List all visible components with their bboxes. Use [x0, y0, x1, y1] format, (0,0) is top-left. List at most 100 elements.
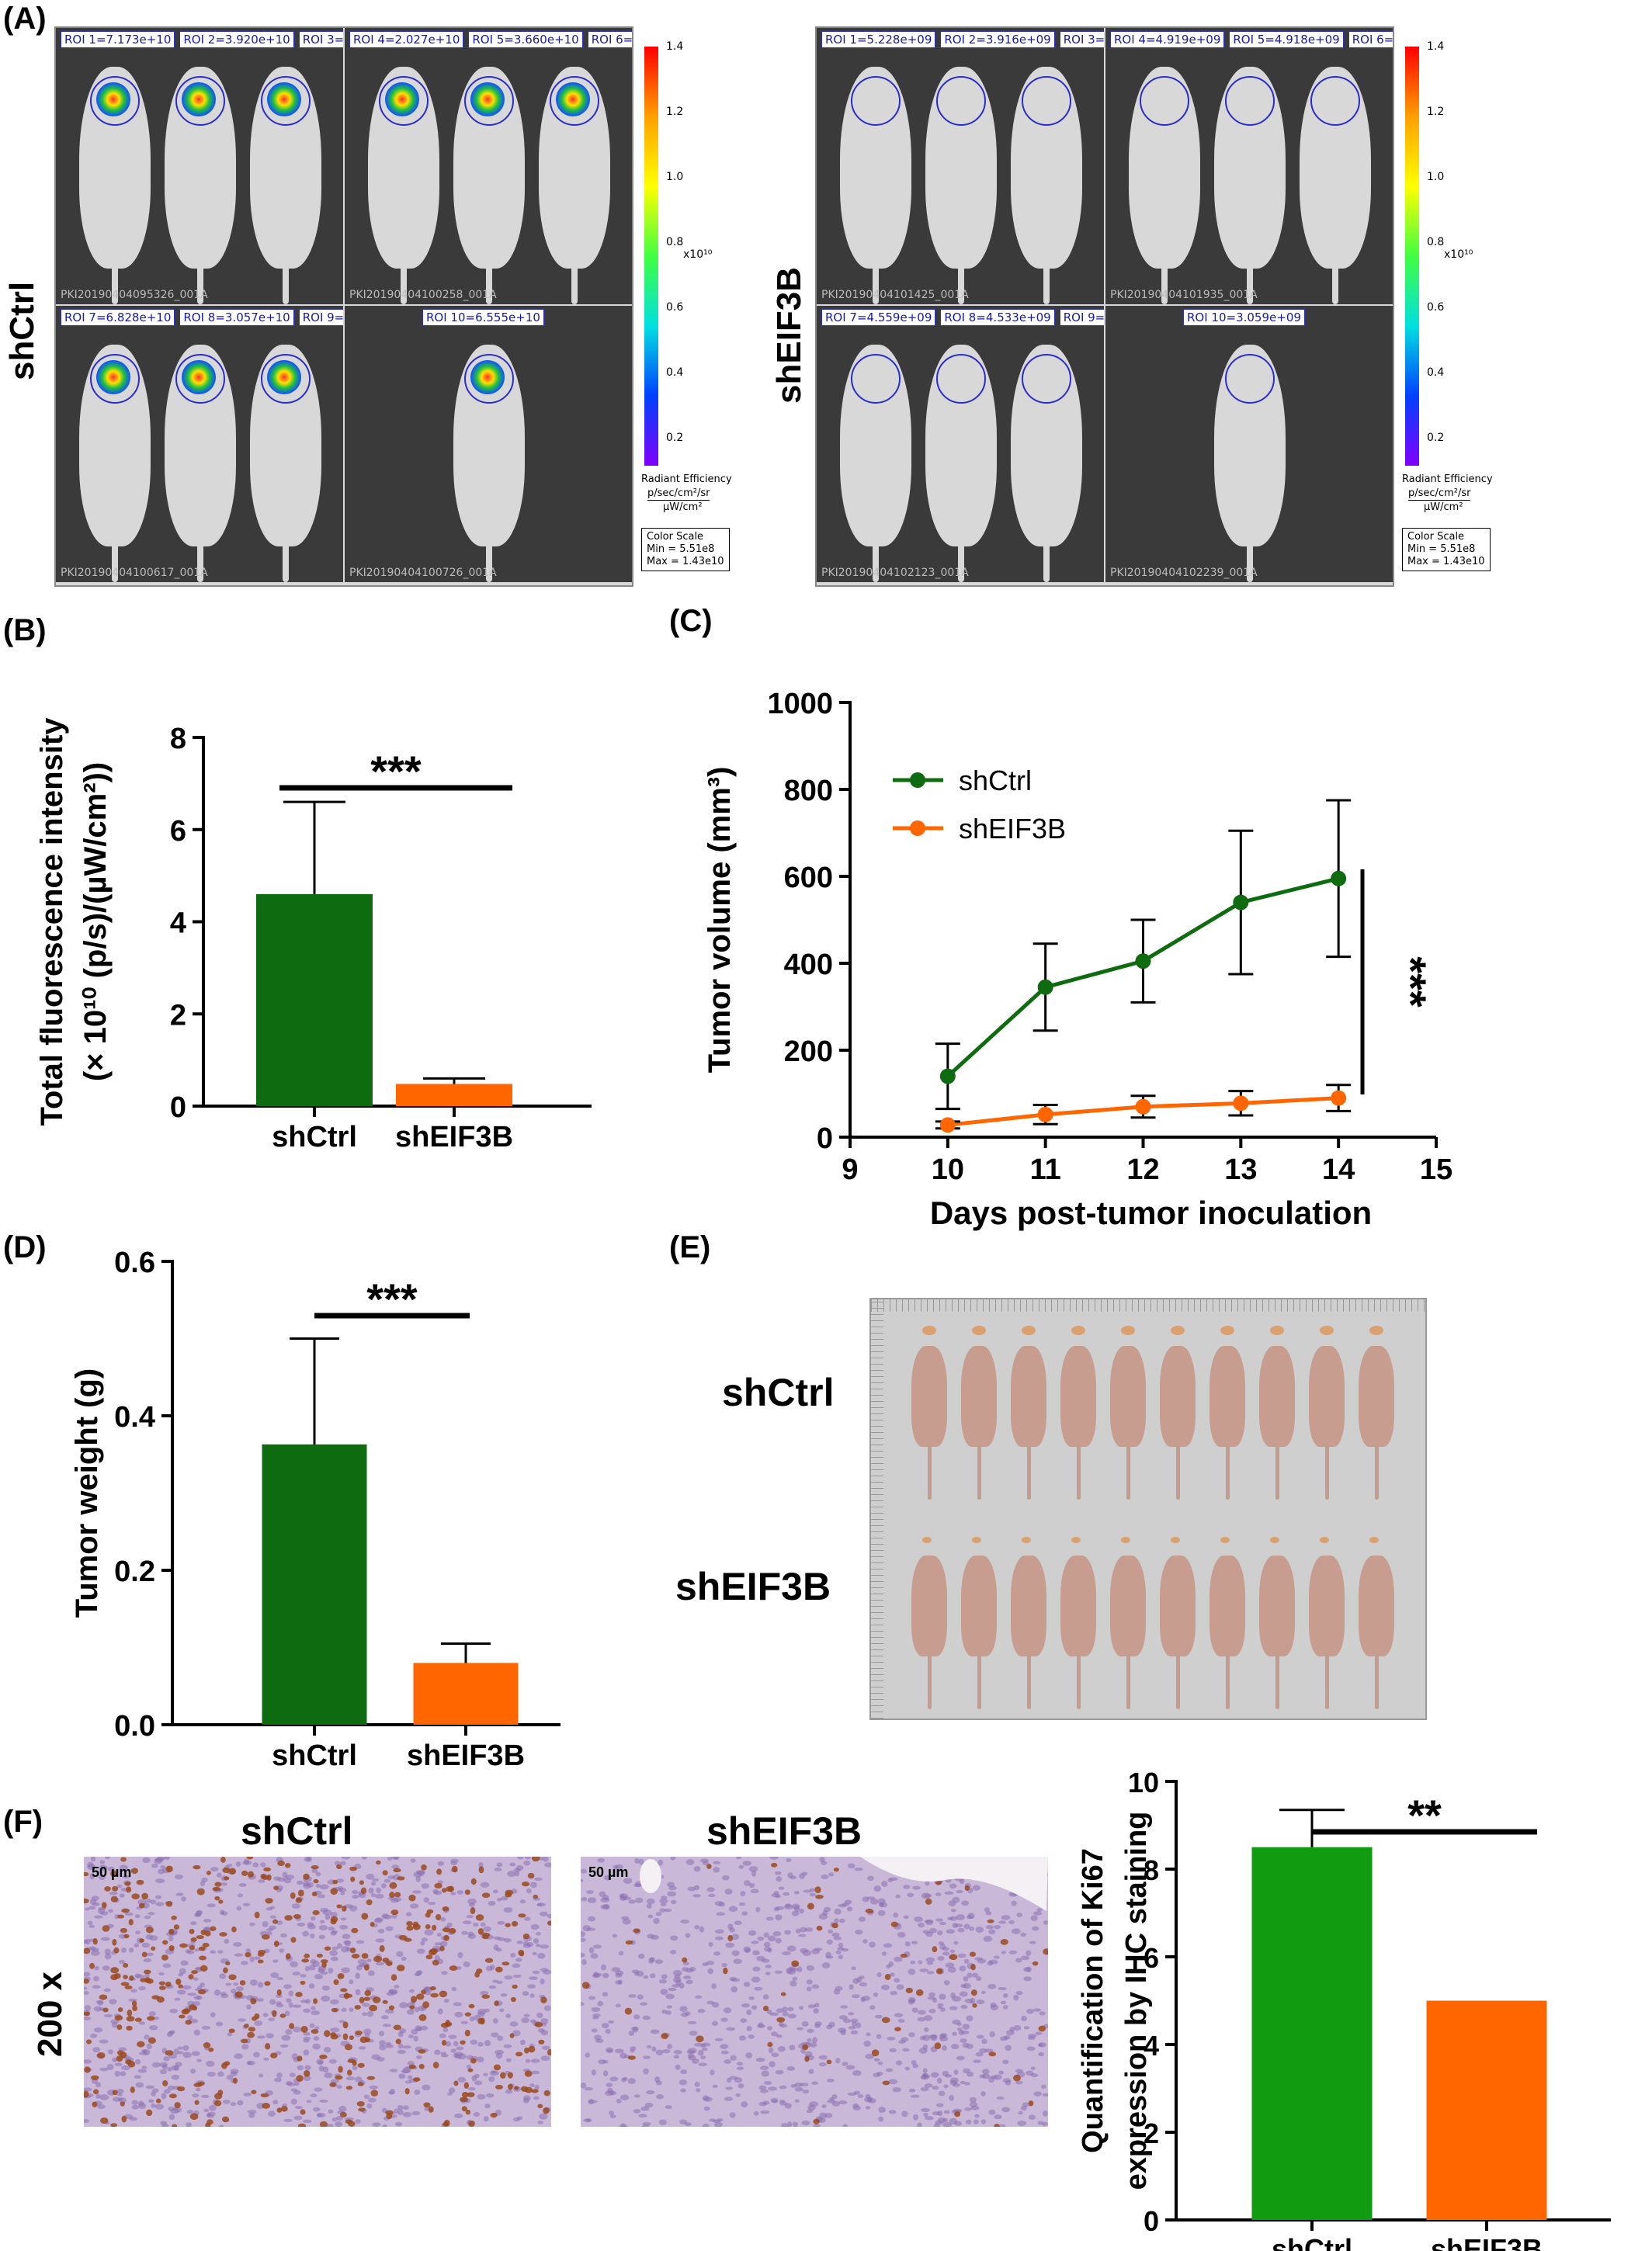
nucleus	[150, 1899, 157, 1905]
ki67-positive-nucleus	[337, 1972, 345, 1979]
nucleus	[507, 1871, 516, 1878]
nucleus	[1003, 2005, 1008, 2010]
y-tick-label: 800	[784, 775, 833, 807]
x-tick-label: 15	[1420, 1153, 1452, 1186]
ki67-positive-nucleus	[265, 1898, 273, 1904]
ki67-positive-nucleus	[197, 2081, 205, 2086]
nucleus	[242, 1902, 251, 1906]
roi-label: ROI 8=3.057e+10	[179, 309, 294, 326]
nucleus	[276, 2072, 283, 2078]
nucleus	[702, 2123, 710, 2127]
nucleus	[633, 2014, 640, 2020]
mouse-tail	[1077, 1655, 1081, 1709]
ki67-positive-nucleus	[120, 1982, 130, 1986]
roi-label: ROI 5=3.660e+10	[468, 31, 583, 48]
fluorescence-hotspot	[267, 360, 301, 394]
ki67-positive-nucleus	[449, 1927, 456, 1934]
ki67-positive-nucleus	[791, 1960, 800, 1967]
nucleus	[895, 2060, 903, 2065]
colorbar-gradient	[1405, 47, 1419, 466]
nucleus	[148, 1912, 155, 1916]
nucleus	[305, 1999, 311, 2004]
nucleus	[689, 1966, 696, 1972]
nucleus	[379, 2045, 387, 2051]
roi-circle	[936, 354, 986, 404]
ki67-positive-nucleus	[158, 1981, 166, 1986]
mouse-tail	[1077, 1445, 1081, 1500]
ihc-texture	[581, 1857, 1048, 2127]
nucleus	[607, 2087, 613, 2094]
nucleus	[890, 1990, 897, 1996]
nucleus	[696, 2088, 701, 2093]
ki67-positive-nucleus	[321, 1961, 327, 1968]
nucleus	[876, 2034, 882, 2039]
nucleus	[685, 1979, 693, 1985]
nucleus	[103, 1988, 111, 1993]
nucleus	[175, 1892, 184, 1896]
nucleus	[985, 1925, 994, 1930]
nucleus	[694, 2042, 704, 2047]
ki67-positive-nucleus	[330, 1918, 337, 1925]
nucleus	[182, 2045, 189, 2051]
nucleus	[794, 2099, 800, 2103]
nucleus	[855, 1929, 863, 1935]
ki67-positive-nucleus	[527, 1872, 535, 1879]
excised-tumor	[1320, 1326, 1334, 1335]
ki67-positive-nucleus	[168, 2093, 177, 2099]
nucleus	[762, 1994, 769, 2000]
nucleus	[801, 1871, 808, 1876]
nucleus	[401, 1956, 407, 1961]
ki67-positive-nucleus	[284, 1863, 291, 1868]
nucleus	[451, 1986, 457, 1992]
nucleus	[110, 2019, 120, 2024]
mouse-tail	[283, 539, 289, 582]
nucleus	[683, 1975, 692, 1979]
ki67-positive-nucleus	[727, 1934, 734, 1942]
ki67-positive-nucleus	[123, 1962, 129, 1968]
nucleus	[943, 2110, 950, 2114]
nucleus	[826, 2078, 835, 2083]
y-tick-label: 0.6	[114, 1247, 155, 1279]
nucleus	[94, 1965, 99, 1971]
ki67-positive-nucleus	[515, 2052, 523, 2057]
ki67-positive-nucleus	[244, 2024, 249, 2028]
nucleus	[910, 1960, 916, 1965]
nucleus	[720, 2050, 729, 2055]
nucleus	[141, 2065, 148, 2069]
nucleus	[503, 2044, 512, 2048]
nucleus	[877, 1898, 886, 1905]
imaging-cell: ROI 10=6.555e+10 PKI20190404100726_001A	[345, 306, 632, 582]
nucleus	[671, 1899, 677, 1905]
nucleus	[581, 1952, 585, 1958]
nucleus	[741, 1911, 748, 1916]
ki67-positive-nucleus	[465, 2109, 471, 2115]
legend-label: shCtrl	[959, 765, 1032, 796]
nucleus	[108, 1909, 113, 1913]
ki67-positive-nucleus	[463, 2082, 470, 2089]
nucleus	[702, 2095, 710, 2101]
nucleus	[1023, 2026, 1030, 2030]
nucleus	[253, 2052, 260, 2058]
ki67-positive-nucleus	[813, 2118, 820, 2124]
ki67-positive-nucleus	[547, 2048, 551, 2056]
nucleus	[122, 1875, 131, 1879]
ki67-positive-nucleus	[158, 1986, 166, 1990]
nucleus	[454, 2113, 463, 2119]
nucleus	[709, 2118, 717, 2122]
nucleus	[959, 1878, 965, 1885]
nucleus	[210, 1867, 219, 1872]
y-tick-label: 600	[784, 862, 833, 894]
ki67-positive-nucleus	[319, 2054, 328, 2059]
nucleus	[269, 1999, 276, 2005]
nucleus	[873, 2058, 880, 2062]
nucleus	[322, 2066, 329, 2073]
ki67-positive-nucleus	[495, 1966, 503, 1973]
nucleus	[1036, 1908, 1043, 1912]
nucleus	[330, 2079, 339, 2083]
ki67-positive-nucleus	[706, 1864, 712, 1869]
nucleus	[242, 1860, 252, 1865]
ki67-positive-nucleus	[421, 1989, 427, 1995]
roi-label: ROI 6=6.991e+09	[1348, 31, 1393, 48]
ki67-positive-nucleus	[475, 1914, 484, 1921]
nucleus	[949, 1916, 958, 1921]
